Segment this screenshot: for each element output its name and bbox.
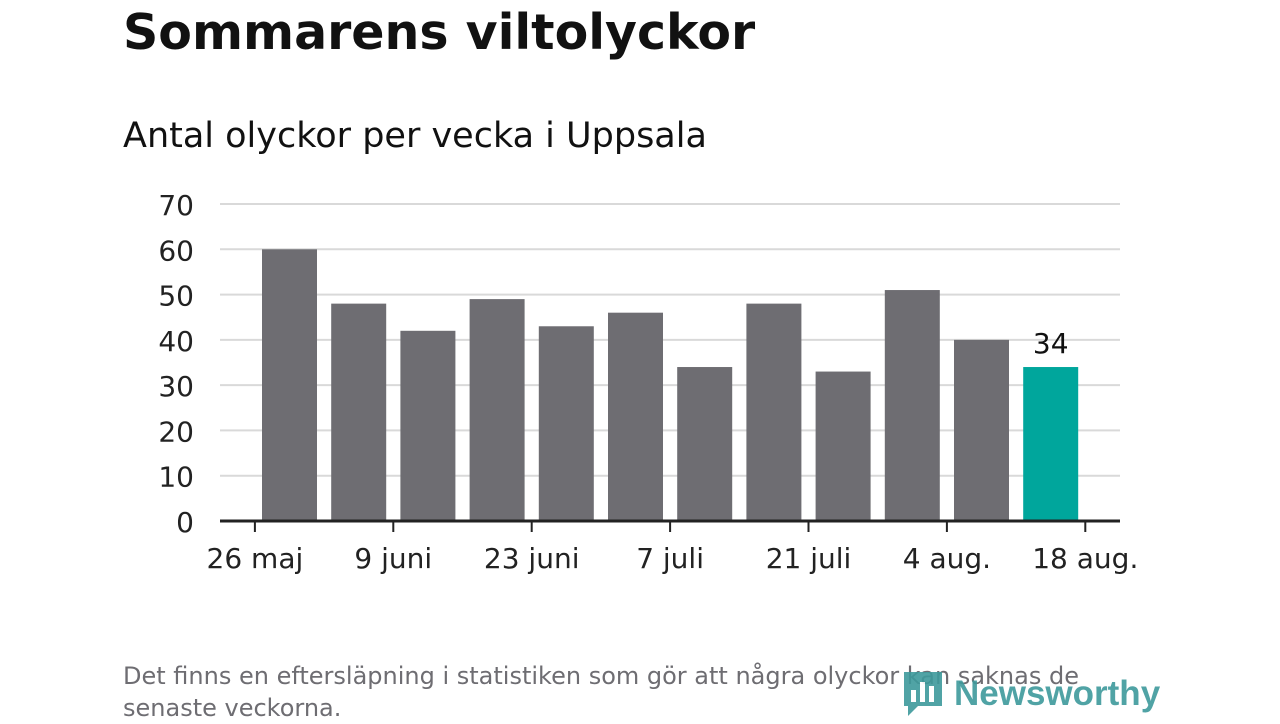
bar (884, 290, 940, 521)
bar-chart: 0 10 20 30 40 50 60 70 26 maj 9 juni 23 juni 7 jul… (158, 189, 1139, 575)
chart-subtitle: Antal olyckor per vecka i Uppsala (123, 116, 707, 156)
bar (954, 339, 1009, 521)
data-labels: 34 (1033, 327, 1069, 360)
y-axis-tick-labels: 0 10 20 30 40 50 60 70 (158, 189, 194, 539)
x-axis-tick-labels: 26 maj 9 juni 23 juni 7 juli 21 juli 4 aug. 18… (207, 542, 1139, 575)
y-tick-label: 20 (158, 415, 194, 448)
x-tick-label: 4 aug. (903, 542, 991, 575)
bar-highlighted (1023, 367, 1079, 521)
bar (331, 303, 387, 521)
bar (677, 367, 733, 521)
chart-title: Sommarens viltolyckor (123, 4, 756, 61)
bar (538, 326, 594, 521)
bar (746, 303, 802, 521)
newsworthy-logo: Newsworthy (900, 668, 1160, 720)
y-tick-label: 30 (158, 370, 194, 403)
newsworthy-logo-icon (904, 672, 942, 716)
y-tick-label: 60 (158, 234, 194, 267)
y-tick-label: 10 (158, 461, 194, 494)
y-tick-label: 50 (158, 280, 194, 313)
bar (608, 312, 663, 521)
x-tick-label: 7 juli (636, 542, 704, 575)
bar (469, 299, 525, 521)
bar (262, 249, 317, 522)
x-tick-label: 9 juni (354, 542, 432, 575)
x-tick-label: 23 juni (484, 542, 580, 575)
x-tick-label: 26 maj (207, 542, 304, 575)
bar (400, 330, 456, 521)
bars (262, 249, 1079, 522)
newsworthy-logo-text: Newsworthy (954, 674, 1161, 713)
y-tick-label: 70 (158, 189, 194, 222)
y-tick-label: 40 (158, 325, 194, 358)
data-label: 34 (1033, 327, 1069, 360)
x-tick-label: 18 aug. (1032, 542, 1138, 575)
y-tick-label: 0 (176, 506, 194, 539)
x-axis (220, 519, 1120, 532)
bar (815, 371, 871, 521)
x-tick-label: 21 juli (766, 542, 852, 575)
